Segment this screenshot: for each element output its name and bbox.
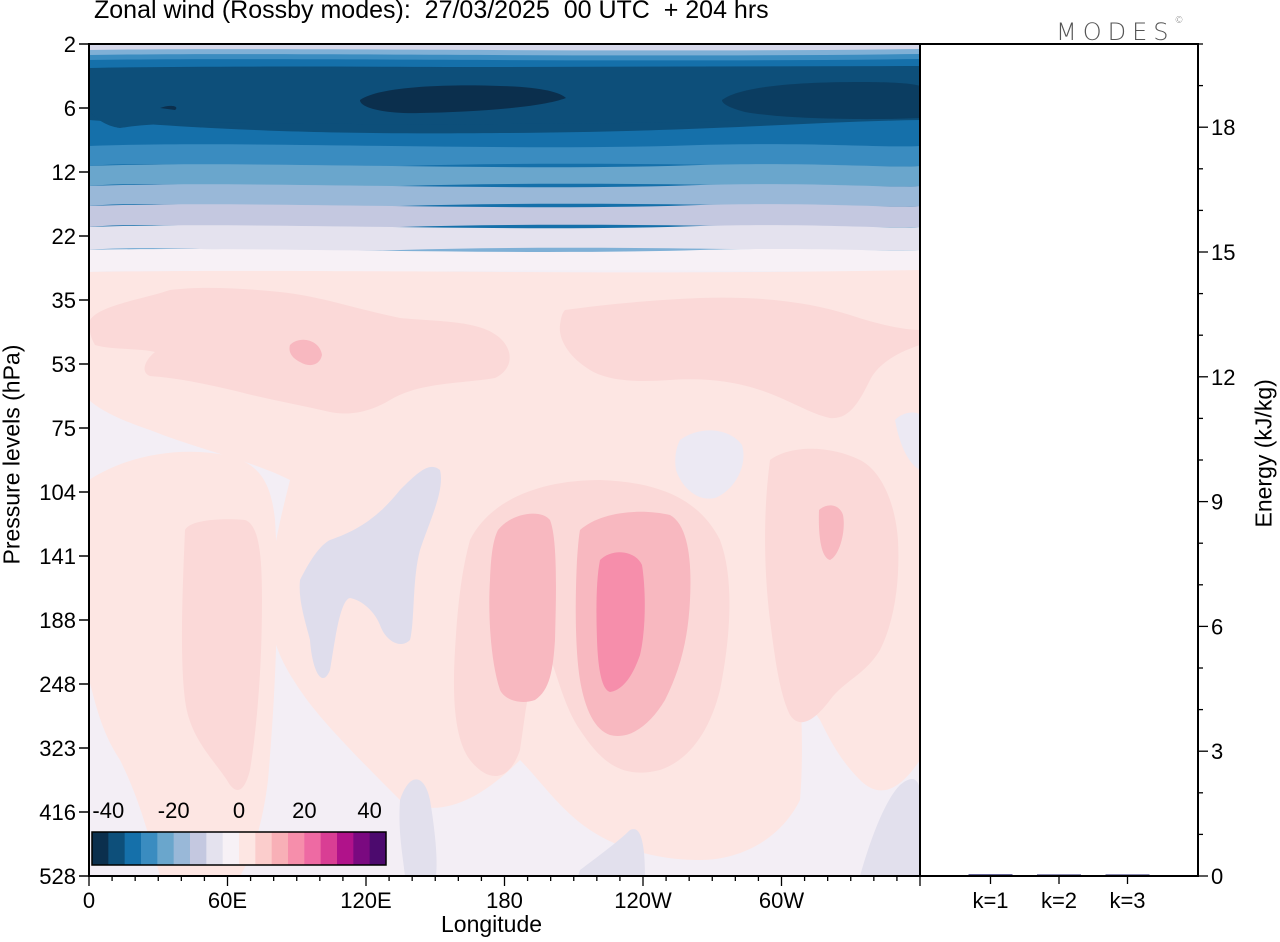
colorbar-swatch <box>337 832 354 865</box>
field-band <box>765 448 899 723</box>
y-tick-label: 22 <box>52 224 76 249</box>
y-tick-label: 6 <box>64 96 76 121</box>
field-band <box>89 184 920 207</box>
energy-tick-label: 12 <box>1211 365 1235 390</box>
colorbar-tick-label: 40 <box>357 798 381 823</box>
y-tick-label: 75 <box>52 416 76 441</box>
colorbar-swatch <box>124 832 142 865</box>
field-band <box>860 778 920 876</box>
heatmap-panel: -40 -20 0 20 40 2612223553751041411882483234… <box>39 32 921 913</box>
chart-title: Zonal wind (Rossby modes): 27/03/2025 00… <box>94 0 769 24</box>
field-band <box>399 779 437 876</box>
heatmap-field <box>89 44 920 876</box>
colorbar-swatch <box>304 832 322 865</box>
energy-tick-label: 3 <box>1211 739 1223 764</box>
colorbar-swatch <box>288 832 305 865</box>
field-band <box>289 339 322 366</box>
energy-tick-label: 18 <box>1211 115 1235 140</box>
x-tick-label: 60W <box>759 888 804 913</box>
y-tick-label: 248 <box>39 672 76 697</box>
field-band <box>675 430 744 499</box>
field-band <box>559 297 920 419</box>
colorbar-swatch <box>369 832 387 865</box>
energy-panel: 0 3 6 9 12 15 18 k=1 k=2 k=3 <box>919 43 1235 913</box>
field-band <box>89 164 920 187</box>
field-band <box>89 120 920 150</box>
x-tick-label: 60E <box>208 888 247 913</box>
field-band <box>160 105 177 110</box>
colorbar-swatch <box>353 832 371 865</box>
field-band <box>89 249 920 273</box>
colorbar-swatch <box>255 832 273 865</box>
field-band <box>89 225 920 251</box>
y-tick-label: 104 <box>39 480 76 505</box>
field-band <box>89 144 920 167</box>
colorbar-tick-label: 20 <box>292 798 316 823</box>
y-axis-title: Pressure levels (hPa) <box>0 344 25 565</box>
colorbar: -40 -20 0 20 40 <box>91 798 387 866</box>
y-tick-label: 188 <box>39 608 76 633</box>
x-tick-label: 180 <box>486 888 523 913</box>
energy-tick-label: 9 <box>1211 490 1223 515</box>
field-band <box>722 82 920 120</box>
energy-tick-label: 6 <box>1211 614 1223 639</box>
y-tick-label: 416 <box>39 800 76 825</box>
field-band <box>818 505 844 560</box>
y-tick-label: 2 <box>64 32 76 57</box>
colorbar-tick-label: -20 <box>158 798 190 823</box>
energy-tick-label: 0 <box>1211 864 1223 889</box>
colorbar-swatch <box>222 832 240 865</box>
colorbar-frame <box>91 831 387 866</box>
colorbar-swatch <box>92 832 109 865</box>
x-tick-label: 120E <box>340 888 391 913</box>
colorbar-swatch <box>320 832 338 865</box>
energy-frame <box>919 43 1199 877</box>
x-tick-label: 120W <box>614 888 672 913</box>
energy-axis-title: Energy (kJ/kg) <box>1250 379 1277 528</box>
field-band <box>89 44 920 52</box>
colorbar-swatch <box>173 832 191 865</box>
colorbar-swatch <box>157 832 175 865</box>
energy-category-label: k=3 <box>1109 888 1145 913</box>
energy-tick-label: 15 <box>1211 240 1235 265</box>
energy-category-label: k=2 <box>1041 888 1077 913</box>
y-tick-label: 12 <box>52 160 76 185</box>
colorbar-swatch <box>190 832 207 865</box>
colorbar-swatch <box>108 832 126 865</box>
colorbar-swatch <box>141 832 158 865</box>
colorbar-swatch <box>206 832 224 865</box>
field-band <box>895 412 920 470</box>
field-band <box>181 519 262 790</box>
field-band <box>578 829 645 876</box>
field-band <box>360 85 566 114</box>
field-band <box>489 513 556 702</box>
colorbar-swatch <box>239 832 256 865</box>
x-axis-title: Longitude <box>441 911 543 937</box>
colorbar-tick-label: -40 <box>92 798 124 823</box>
y-tick-label: 53 <box>52 352 76 377</box>
brand-logo: MODES© <box>1056 16 1184 46</box>
field-band <box>89 204 920 228</box>
y-tick-label: 323 <box>39 736 76 761</box>
energy-category-label: k=1 <box>972 888 1008 913</box>
y-tick-label: 528 <box>39 864 76 889</box>
y-tick-label: 141 <box>39 544 76 569</box>
colorbar-swatch <box>271 832 289 865</box>
field-band <box>299 466 441 679</box>
field-band <box>596 552 645 692</box>
y-tick-label: 35 <box>52 288 76 313</box>
x-tick-label: 0 <box>83 888 95 913</box>
colorbar-tick-label: 0 <box>233 798 245 823</box>
